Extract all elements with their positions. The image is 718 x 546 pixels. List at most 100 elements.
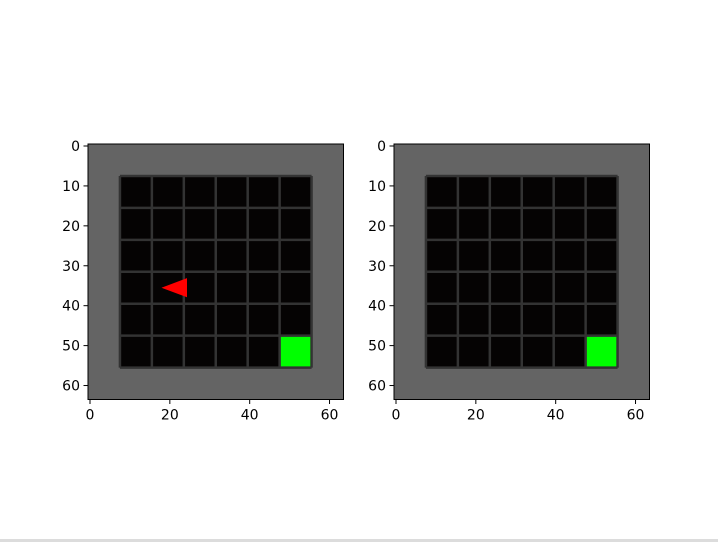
- floor-cell: [279, 175, 312, 208]
- floor-cell: [489, 271, 522, 304]
- floor-cell: [215, 175, 248, 208]
- agent-arrow: [161, 278, 188, 298]
- floor-cell: [247, 175, 280, 208]
- floor-cell: [183, 335, 216, 368]
- y-tick-label: 50: [368, 339, 386, 355]
- floor-cell: [457, 335, 490, 368]
- floor-cell: [215, 207, 248, 240]
- floor-cell: [183, 175, 216, 208]
- floor-cell: [119, 239, 152, 272]
- floor-cell: [585, 207, 618, 240]
- floor-cell: [247, 239, 280, 272]
- floor-cell: [457, 271, 490, 304]
- y-tick-label: 20: [368, 219, 386, 235]
- floor-cell: [279, 239, 312, 272]
- floor-cell: [521, 271, 554, 304]
- floor-cell: [279, 303, 312, 336]
- floor-cell: [151, 175, 184, 208]
- floor-cell: [425, 303, 458, 336]
- floor-cell: [183, 271, 216, 304]
- y-tick-label: 30: [62, 259, 80, 275]
- y-tick-label: 40: [62, 299, 80, 315]
- floor-cell: [247, 271, 280, 304]
- floor-cell: [119, 271, 152, 304]
- goal-square: [279, 335, 312, 368]
- y-tick-label: 40: [368, 299, 386, 315]
- observation-panel-left: 0 20 40 60 0 10 20 30 40 50 60: [62, 139, 344, 424]
- floor-cell: [489, 335, 522, 368]
- axes-frame: [393, 143, 650, 400]
- x-tick-label: 40: [547, 408, 565, 424]
- floor-cell: [489, 207, 522, 240]
- floor-cell: [457, 239, 490, 272]
- y-tick-label: 0: [71, 139, 80, 155]
- floor-cell: [425, 207, 458, 240]
- x-tick-label: 0: [392, 408, 401, 424]
- floor-cell: [521, 335, 554, 368]
- x-tick-label: 0: [86, 408, 95, 424]
- floor-cell: [553, 303, 586, 336]
- x-tick-label: 20: [467, 408, 485, 424]
- floor-cell: [151, 303, 184, 336]
- floor-cell: [183, 207, 216, 240]
- floor-cell: [521, 239, 554, 272]
- floor-cell: [489, 175, 522, 208]
- floor-cell: [457, 175, 490, 208]
- floor-cell: [585, 175, 618, 208]
- y-tick-label: 10: [62, 179, 80, 195]
- floor-cell: [489, 239, 522, 272]
- floor-cell: [585, 303, 618, 336]
- floor-cell: [215, 271, 248, 304]
- x-tick-label: 20: [161, 408, 179, 424]
- x-tick-label: 60: [627, 408, 645, 424]
- floor-cell: [489, 303, 522, 336]
- floor-cell: [247, 335, 280, 368]
- floor-cell: [183, 303, 216, 336]
- floor-cell: [585, 271, 618, 304]
- floor-cell: [457, 303, 490, 336]
- goal-square: [585, 335, 618, 368]
- axes-frame: [87, 143, 344, 400]
- floor-cell: [279, 207, 312, 240]
- floor-cell: [425, 335, 458, 368]
- floor-cell: [425, 271, 458, 304]
- floor-cell: [151, 239, 184, 272]
- x-tick-label: 40: [241, 408, 259, 424]
- floor-cell: [521, 175, 554, 208]
- floor-cell: [585, 239, 618, 272]
- floor-cell: [425, 175, 458, 208]
- floor-cell: [215, 335, 248, 368]
- floor-cell: [215, 303, 248, 336]
- floor-cell: [553, 239, 586, 272]
- floor-cell: [521, 303, 554, 336]
- observation-panel-right: 0 20 40 60 0 10 20 30 40 50 60: [368, 139, 650, 424]
- floor-cell: [183, 239, 216, 272]
- floor-cell: [119, 207, 152, 240]
- y-tick-label: 20: [62, 219, 80, 235]
- floor-cell: [425, 239, 458, 272]
- floor-cell: [119, 175, 152, 208]
- floor-cell: [521, 207, 554, 240]
- floor-cell: [279, 271, 312, 304]
- floor-cell: [553, 335, 586, 368]
- floor-cell: [119, 303, 152, 336]
- window-bottom-border: [0, 539, 718, 542]
- floor-cell: [553, 271, 586, 304]
- y-tick-label: 30: [368, 259, 386, 275]
- floor-cell: [119, 335, 152, 368]
- floor-cell: [247, 207, 280, 240]
- y-tick-label: 0: [377, 139, 386, 155]
- floor-cell: [215, 239, 248, 272]
- floor-cell: [247, 303, 280, 336]
- y-tick-label: 50: [62, 339, 80, 355]
- y-tick-label: 60: [62, 379, 80, 395]
- x-tick-label: 60: [321, 408, 339, 424]
- floor-cell: [457, 207, 490, 240]
- floor-cell: [151, 207, 184, 240]
- y-tick-label: 60: [368, 379, 386, 395]
- y-tick-label: 10: [368, 179, 386, 195]
- floor-cell: [553, 175, 586, 208]
- floor-cell: [553, 207, 586, 240]
